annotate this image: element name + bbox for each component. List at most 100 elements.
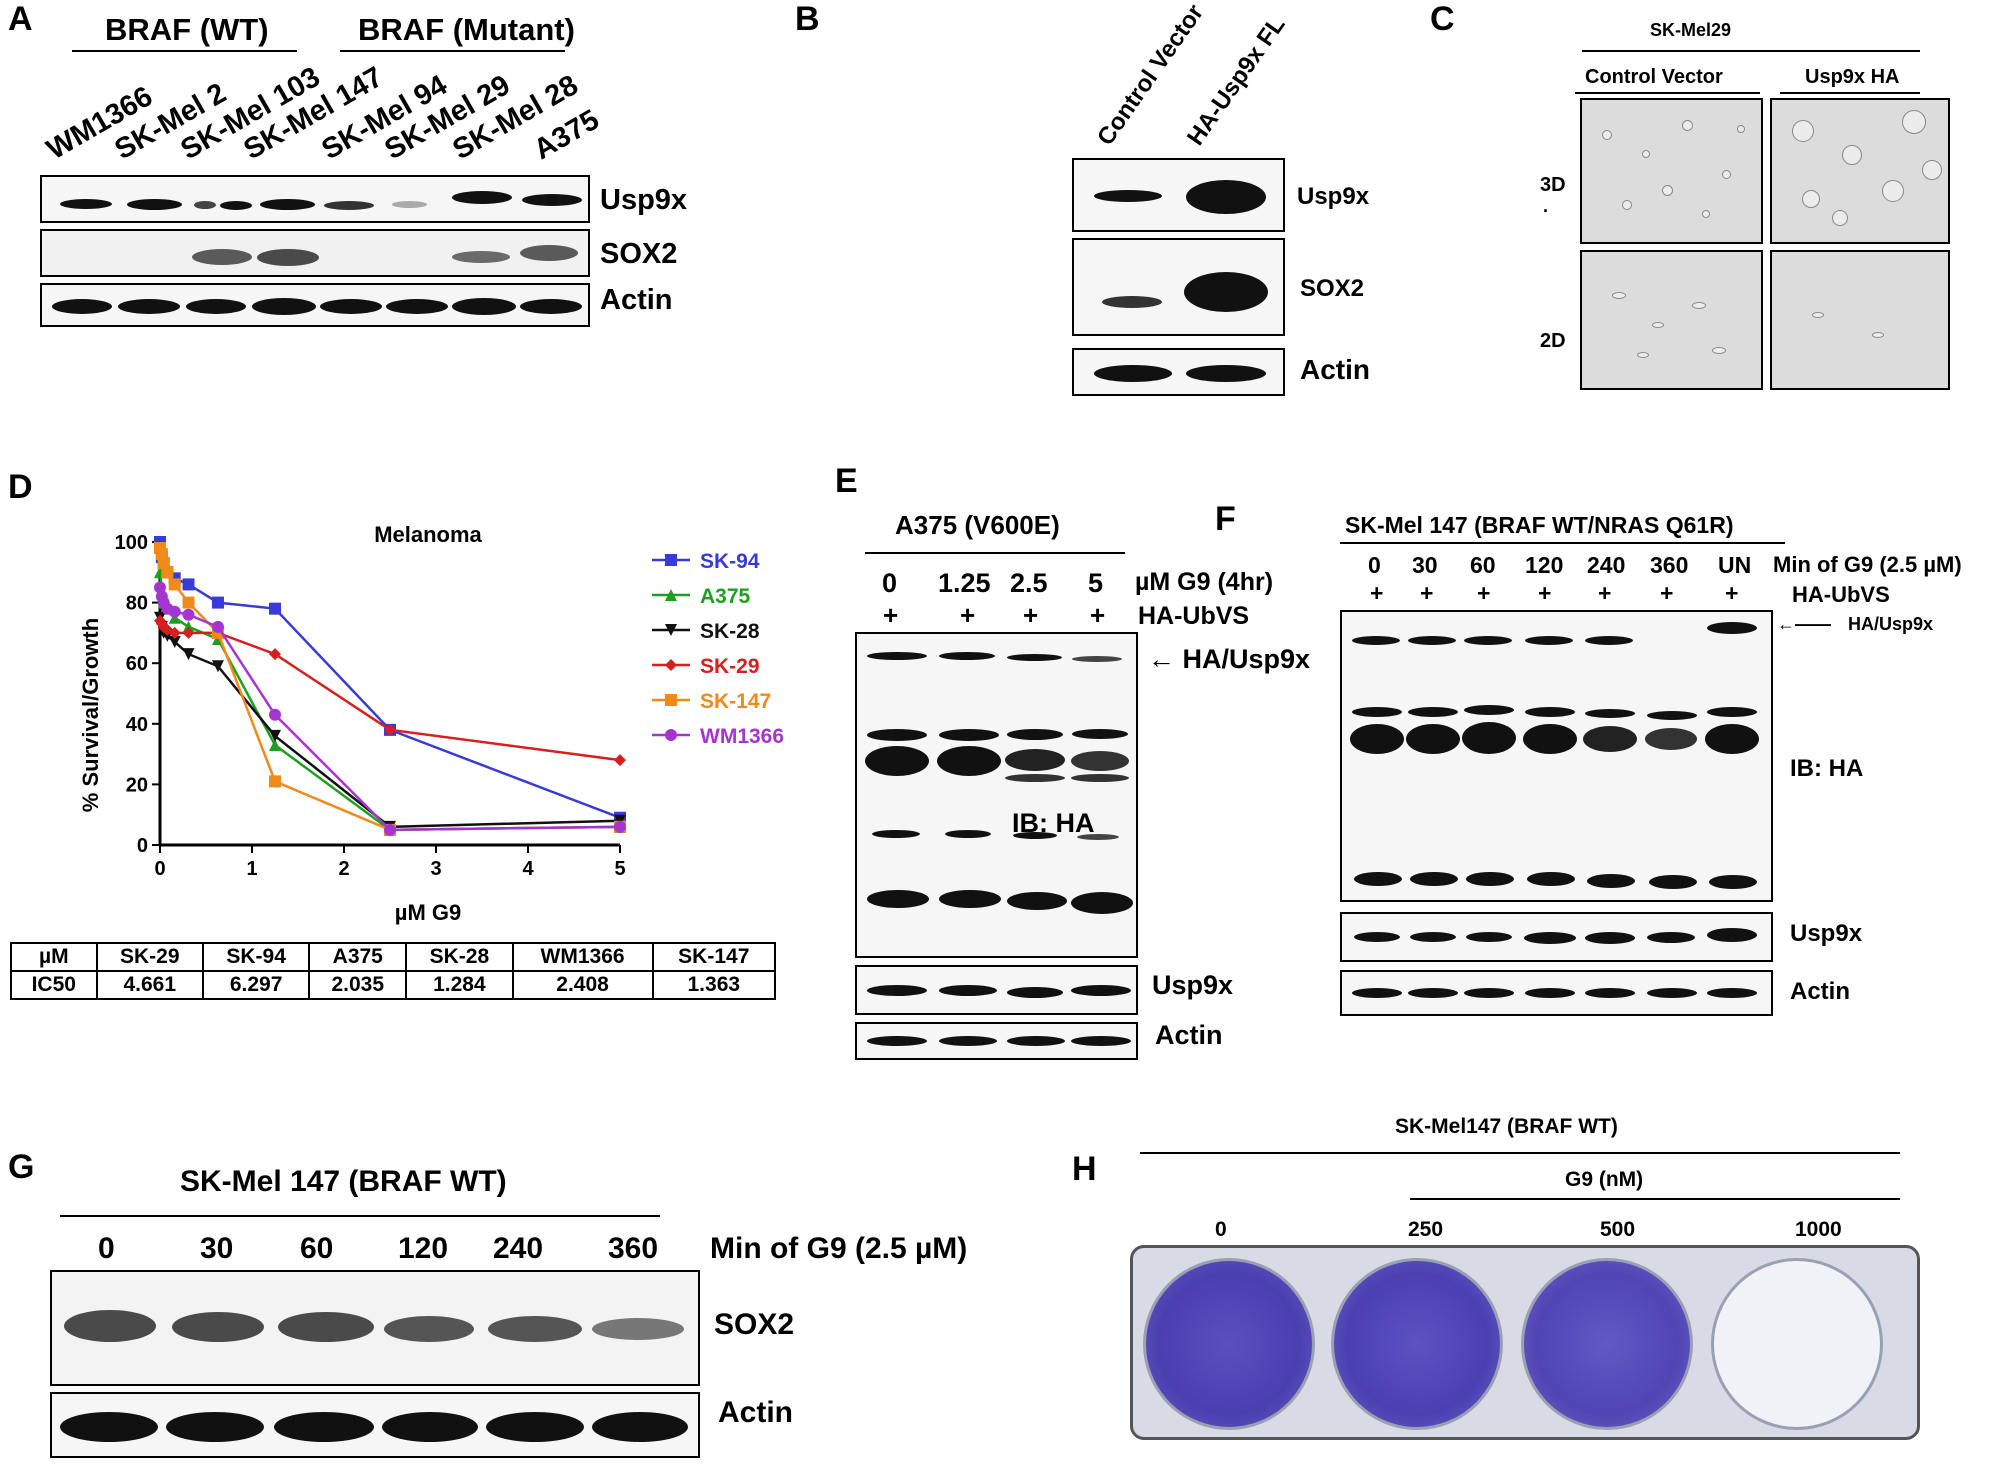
drug-line (1410, 1198, 1900, 1200)
blot-e-actin (855, 1022, 1138, 1060)
panel-f-line (1340, 542, 1785, 544)
series-sk-28 (154, 611, 626, 833)
table-cell: 1.284 (405, 970, 514, 1000)
y-tick-label: 80 (126, 593, 148, 615)
culture-plate (1130, 1245, 1920, 1440)
data-point (168, 635, 181, 648)
well-250 (1331, 1258, 1503, 1430)
blot-f-usp9x (1340, 912, 1773, 962)
data-point (182, 620, 195, 633)
table-cell: A375 (308, 942, 408, 972)
time-label: 120 (1525, 552, 1564, 578)
time-label: UN (1718, 552, 1752, 578)
data-point (614, 754, 626, 767)
plus-sign: + (1023, 600, 1039, 630)
legend-item: SK-29 (652, 655, 760, 678)
table-row: IC50 4.661 6.297 2.035 1.284 2.408 1.363 (10, 970, 777, 1000)
time-label: 360 (608, 1232, 659, 1265)
dose-label: 5 (1088, 568, 1104, 598)
blot-e-usp9x (855, 965, 1138, 1015)
y-tick-label: 40 (126, 714, 148, 736)
series-sk-29 (154, 614, 626, 767)
x-tick-label: 3 (430, 858, 441, 880)
table-cell: WM1366 (511, 942, 654, 972)
data-point (614, 820, 626, 833)
data-point (269, 648, 281, 661)
time-axis-label: Min of G9 (2.5 µM) (710, 1232, 968, 1265)
dose-label: 0 (882, 568, 898, 598)
dose-label: 0 (1215, 1218, 1227, 1241)
blot-label: Actin (718, 1396, 793, 1429)
data-point (665, 729, 677, 741)
lane-label: HA-Usp9x FL (1182, 11, 1291, 151)
ib-label: IB: HA (1012, 808, 1095, 838)
blot-a-actin (40, 283, 590, 327)
time-label: 30 (200, 1232, 234, 1265)
table-row: µM SK-29 SK-94 A375 SK-28 WM1366 SK-147 (10, 942, 777, 972)
legend-label: SK-94 (700, 550, 760, 573)
blot-label: Actin (1300, 354, 1370, 385)
x-tick-label: 2 (338, 858, 349, 880)
table-cell: SK-94 (201, 942, 311, 972)
plus-sign: + (960, 600, 976, 630)
legend-label: SK-28 (700, 620, 760, 643)
col-label: Control Vector (1585, 66, 1723, 88)
legend-item: A375 (652, 585, 751, 608)
data-point (269, 729, 281, 742)
drug-label: G9 (nM) (1565, 1168, 1644, 1191)
series-line (158, 587, 621, 832)
panel-g-line (60, 1215, 660, 1217)
col-label: Usp9x HA (1805, 66, 1900, 88)
time-axis-label: Min of G9 (2.5 µM) (1773, 552, 1962, 577)
data-point (665, 589, 677, 601)
data-point (182, 578, 195, 591)
chart-title: Melanoma (374, 522, 482, 547)
data-point (154, 581, 166, 594)
table-cell: 2.408 (511, 970, 654, 1000)
blot-e-ib-ha (855, 632, 1138, 958)
blot-f-ib-ha (1340, 610, 1773, 902)
blot-label: Usp9x (600, 184, 688, 216)
plus-sign: + (1660, 580, 1674, 606)
data-point (168, 578, 181, 591)
arrow-label: ← HA/Usp9x (1148, 644, 1311, 674)
x-tick-label: 0 (154, 858, 165, 880)
col-line (1780, 92, 1920, 94)
micrograph-3d-control (1580, 98, 1763, 244)
well-0 (1143, 1258, 1315, 1430)
time-label: 120 (398, 1232, 449, 1265)
blot-g-actin (50, 1392, 700, 1458)
y-tick-label: 20 (126, 774, 148, 796)
plus-sign: + (1725, 580, 1739, 606)
data-point (211, 660, 224, 673)
blot-label: SOX2 (600, 238, 678, 270)
legend-label: SK-147 (700, 690, 771, 713)
dose-label: 2.5 (1010, 568, 1048, 598)
blot-label: SOX2 (1300, 275, 1365, 302)
blot-b-actin (1072, 348, 1285, 396)
time-label: 30 (1412, 552, 1438, 578)
data-point (182, 608, 195, 621)
arrow-label: HA/Usp9x (1848, 614, 1934, 634)
table-cell: 1.363 (651, 970, 777, 1000)
time-label: 240 (1587, 552, 1626, 578)
panel-letter-e: E (835, 462, 858, 500)
data-point (182, 596, 195, 609)
legend-label: A375 (700, 585, 751, 608)
legend-label: SK-29 (700, 655, 760, 678)
data-point (665, 624, 677, 636)
panel-letter-h: H (1072, 1150, 1097, 1188)
ib-label: IB: HA (1790, 755, 1864, 782)
panel-letter-a: A (8, 0, 33, 38)
group-line-mutant (340, 50, 565, 52)
panel-g-title: SK-Mel 147 (BRAF WT) (180, 1165, 507, 1198)
micrograph-3d-usp9x (1770, 98, 1950, 244)
panel-letter-b: B (795, 0, 820, 38)
data-point (182, 626, 195, 639)
data-point (157, 557, 170, 570)
dose-axis-label: µM G9 (4hr) (1135, 568, 1274, 596)
time-label: 60 (1470, 552, 1496, 578)
blot-f-actin (1340, 970, 1773, 1016)
col-line (1575, 92, 1760, 94)
x-tick-label: 5 (614, 858, 625, 880)
